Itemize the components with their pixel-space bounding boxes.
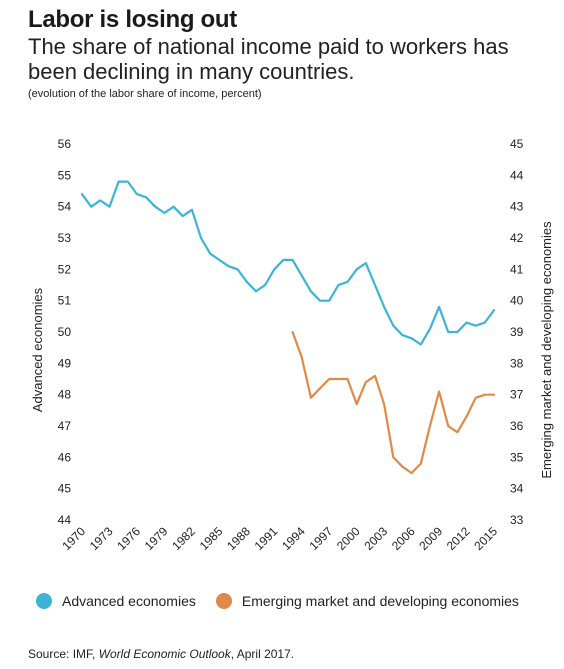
left-tick-label: 49 bbox=[58, 356, 72, 370]
x-tick-label: 1991 bbox=[252, 524, 281, 553]
legend-marker-emerging bbox=[215, 593, 232, 609]
left-tick-label: 50 bbox=[58, 325, 72, 339]
source-note: Source: IMF, World Economic Outlook, Apr… bbox=[28, 647, 294, 661]
x-tick-label: 1988 bbox=[224, 524, 253, 553]
right-tick-label: 45 bbox=[510, 137, 524, 151]
x-tick-label: 2003 bbox=[361, 524, 390, 553]
source-publication: World Economic Outlook bbox=[98, 647, 231, 661]
x-tick-label: 2015 bbox=[471, 524, 500, 553]
x-axis-ticks: 1970197319761979198219851988199119941997… bbox=[59, 524, 500, 553]
left-tick-label: 48 bbox=[58, 388, 72, 402]
left-axis-ticks: 44 45 46 47 48 49 50 51 52 53 54 55 56 bbox=[58, 137, 72, 527]
left-axis-label: Advanced economies bbox=[30, 287, 45, 412]
legend-label-emerging: Emerging market and developing economies bbox=[241, 593, 519, 609]
series-line-advanced bbox=[80, 180, 496, 346]
x-tick-label: 1982 bbox=[169, 524, 198, 553]
x-tick-label: 1985 bbox=[197, 524, 226, 553]
right-tick-label: 42 bbox=[510, 231, 524, 245]
x-tick-label: 2009 bbox=[416, 524, 445, 553]
x-tick-label: 1979 bbox=[142, 524, 171, 553]
left-tick-label: 46 bbox=[58, 450, 72, 464]
source-suffix: , April 2017. bbox=[230, 647, 295, 661]
right-tick-label: 44 bbox=[510, 168, 524, 182]
right-axis-ticks: 33 34 35 36 37 38 39 40 41 42 43 44 45 bbox=[510, 137, 524, 527]
left-tick-label: 56 bbox=[58, 137, 72, 151]
series-lines bbox=[80, 180, 496, 475]
left-tick-label: 54 bbox=[58, 200, 72, 214]
series-line-emerging bbox=[291, 330, 496, 475]
right-tick-label: 39 bbox=[510, 325, 524, 339]
right-tick-label: 36 bbox=[510, 419, 524, 433]
right-tick-label: 35 bbox=[510, 450, 524, 464]
left-tick-label: 53 bbox=[58, 231, 72, 245]
chart-note: (evolution of the labor share of income,… bbox=[28, 88, 262, 100]
chart-legend: Advanced economies Emerging market and d… bbox=[36, 593, 539, 609]
right-tick-label: 34 bbox=[510, 482, 524, 496]
right-tick-label: 38 bbox=[510, 356, 524, 370]
right-tick-label: 40 bbox=[510, 294, 524, 308]
right-axis-label: Emerging market and developing economies bbox=[539, 221, 554, 479]
chart-title: Labor is losing out bbox=[28, 6, 237, 33]
left-tick-label: 51 bbox=[58, 294, 72, 308]
left-tick-label: 47 bbox=[58, 419, 72, 433]
left-tick-label: 45 bbox=[58, 482, 72, 496]
x-tick-label: 1970 bbox=[59, 524, 88, 553]
right-tick-label: 43 bbox=[510, 200, 524, 214]
legend-item-emerging: Emerging market and developing economies bbox=[215, 593, 519, 609]
left-tick-label: 44 bbox=[58, 513, 72, 527]
chart-subtitle: The share of national income paid to wor… bbox=[28, 34, 509, 84]
left-tick-label: 55 bbox=[58, 168, 72, 182]
legend-marker-advanced bbox=[36, 593, 52, 609]
x-tick-label: 1994 bbox=[279, 524, 308, 553]
x-tick-label: 1973 bbox=[87, 524, 116, 553]
right-tick-label: 37 bbox=[510, 388, 524, 402]
left-tick-label: 52 bbox=[58, 262, 72, 276]
x-tick-label: 1976 bbox=[114, 524, 143, 553]
legend-label-advanced: Advanced economies bbox=[62, 593, 196, 609]
right-tick-label: 41 bbox=[510, 262, 524, 276]
x-tick-label: 1997 bbox=[307, 524, 336, 553]
source-prefix: Source: IMF, bbox=[28, 647, 99, 661]
legend-item-advanced: Advanced economies bbox=[36, 593, 196, 609]
x-tick-label: 2006 bbox=[389, 524, 418, 553]
right-tick-label: 33 bbox=[510, 513, 524, 527]
x-tick-label: 2000 bbox=[334, 524, 363, 553]
x-tick-label: 2012 bbox=[444, 524, 473, 553]
